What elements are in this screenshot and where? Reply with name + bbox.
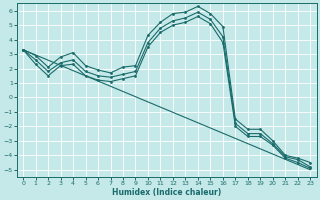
X-axis label: Humidex (Indice chaleur): Humidex (Indice chaleur): [112, 188, 221, 197]
